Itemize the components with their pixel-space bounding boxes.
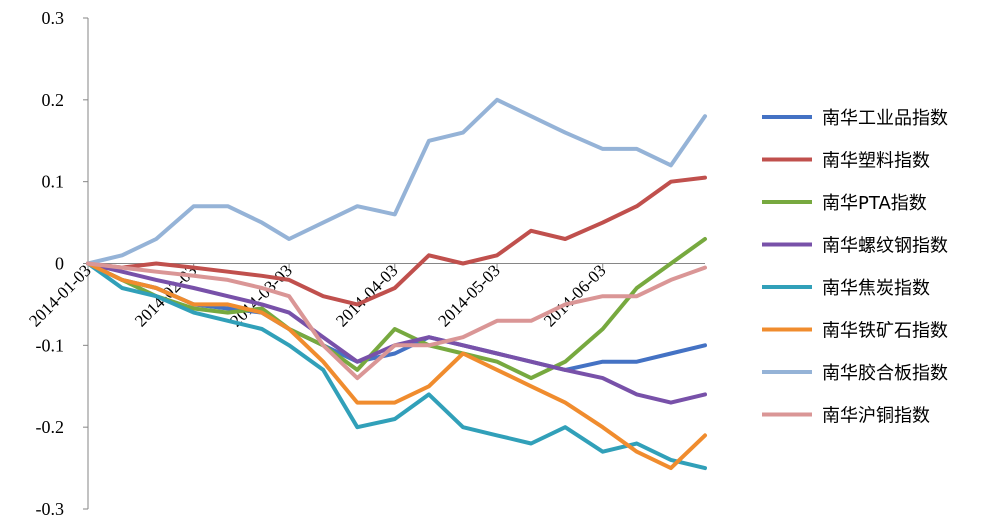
chart-series [86, 97, 707, 471]
series-line-5 [86, 261, 707, 471]
y-tick-label: 0.2 [42, 90, 65, 110]
legend-label: 南华焦炭指数 [822, 278, 930, 299]
series-line-4 [86, 261, 707, 471]
y-tick-label: -0.1 [36, 335, 65, 355]
legend-label: 南华沪铜指数 [822, 406, 930, 427]
legend-label: 南华铁矿石指数 [822, 321, 948, 342]
series-line-1 [86, 175, 707, 307]
legend-label: 南华工业品指数 [822, 108, 948, 129]
y-tick-label: 0 [55, 254, 64, 274]
legend-label: 南华PTA指数 [822, 193, 927, 214]
series-line-2 [86, 237, 707, 381]
y-tick-label: -0.2 [36, 417, 65, 437]
chart-legend: 南华工业品指数南华塑料指数南华PTA指数南华螺纹钢指数南华焦炭指数南华铁矿石指数… [762, 108, 948, 427]
x-tick-label: 2014-04-03 [332, 261, 402, 331]
y-tick-label: 0.1 [42, 172, 65, 192]
legend-label: 南华塑料指数 [822, 151, 930, 172]
legend-label: 南华胶合板指数 [822, 363, 948, 384]
x-tick-label: 2014-05-03 [434, 261, 504, 331]
series-line-6 [86, 97, 707, 266]
y-tick-label: -0.3 [36, 499, 65, 517]
legend-label: 南华螺纹钢指数 [822, 236, 948, 257]
series-line-7 [86, 261, 707, 381]
y-tick-label: 0.3 [42, 8, 65, 28]
